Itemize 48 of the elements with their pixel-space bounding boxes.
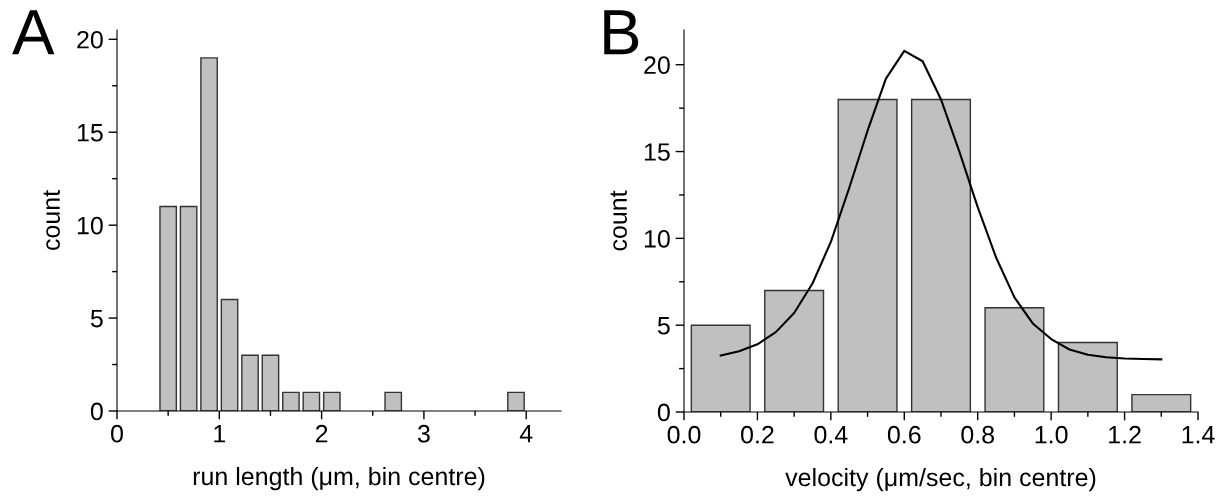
bar <box>220 298 239 411</box>
bar <box>690 324 751 412</box>
bar <box>179 205 198 411</box>
x-tick-label: 0.6 <box>887 425 921 444</box>
x-tick-label: 0 <box>111 424 123 443</box>
bar <box>241 354 259 411</box>
x-tick-label: 1.2 <box>1109 425 1141 444</box>
bar <box>507 391 525 411</box>
x-axis-title: run length (μm, bin centre) <box>193 466 485 491</box>
x-tick-label: 2 <box>315 424 328 443</box>
line-series <box>719 49 1163 361</box>
x-tick-label: 3 <box>417 424 430 443</box>
y-axis-title: count <box>610 190 627 251</box>
bar <box>837 98 898 412</box>
y-tick-label: 20 <box>77 30 103 49</box>
x-axis-title: velocity (μm/sec, bin centre) <box>785 467 1096 492</box>
y-tick-label: 15 <box>77 124 103 142</box>
x-tick-label: 1 <box>214 425 226 443</box>
x-tick-label: 4 <box>519 425 533 443</box>
x-tick-label: 0.2 <box>741 425 774 444</box>
bar <box>302 391 321 411</box>
x-tick-label: 0.0 <box>667 425 701 444</box>
bar <box>282 391 300 411</box>
y-tick-label: 20 <box>644 56 670 75</box>
y-tick-label: 0 <box>90 402 103 421</box>
bar <box>764 289 825 412</box>
y-axis-title: count <box>43 190 60 251</box>
text: A <box>12 10 55 55</box>
y-tick-label: 5 <box>90 309 103 328</box>
bar <box>1131 393 1192 412</box>
y-tick-label: 10 <box>77 216 103 235</box>
bar <box>200 57 218 411</box>
y-tick-label: 15 <box>644 143 670 161</box>
bar <box>984 307 1045 412</box>
y-tick-label: 10 <box>644 229 670 248</box>
bar <box>261 354 280 411</box>
x-tick-label: 0.8 <box>961 425 995 444</box>
bar <box>322 391 341 411</box>
bar <box>159 205 178 411</box>
y-tick-label: 0 <box>657 403 670 422</box>
x-tick-label: 0.4 <box>814 425 848 444</box>
bar <box>1057 341 1118 412</box>
bar <box>384 391 403 411</box>
x-tick-label: 1.0 <box>1035 425 1068 444</box>
y-tick-label: 5 <box>657 317 670 335</box>
x-tick-label: 1.4 <box>1182 426 1215 444</box>
bar <box>910 98 972 412</box>
text: B <box>604 10 639 55</box>
